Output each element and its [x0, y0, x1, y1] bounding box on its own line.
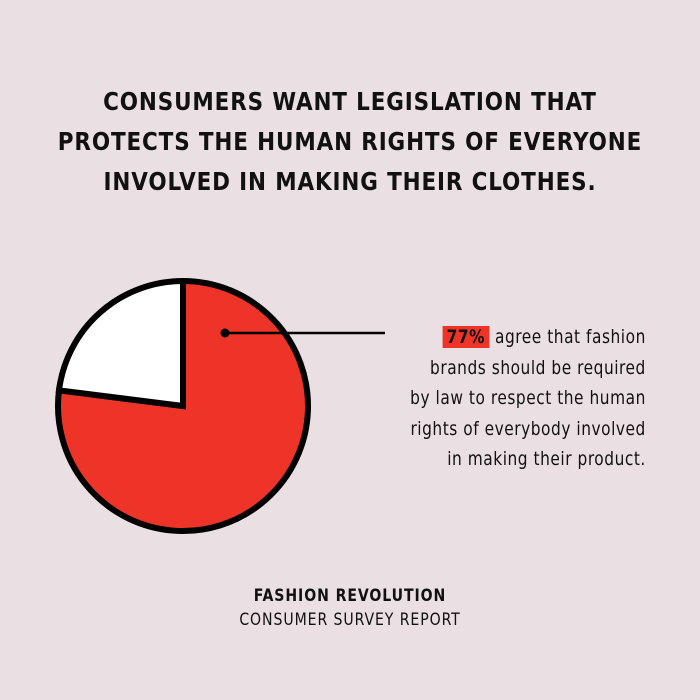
- callout-text: 77% agree that fashion brands should be r…: [410, 322, 646, 475]
- callout-line: by law to respect the human: [410, 387, 646, 409]
- pie-slice-other: [55, 277, 186, 410]
- callout-line: in making their product.: [447, 448, 646, 470]
- callout-dot: [220, 328, 230, 338]
- footer: FASHION REVOLUTION CONSUMER SURVEY REPOR…: [28, 584, 672, 632]
- callout-line: rights of everybody involved: [410, 417, 646, 440]
- headline-line: PROTECTS THE HUMAN RIGHTS OF EVERYONE: [57, 127, 643, 156]
- headline-line: INVOLVED IN MAKING THEIR CLOTHES.: [103, 167, 597, 196]
- callout-line: agree that fashion: [495, 326, 646, 348]
- footer-report: CONSUMER SURVEY REPORT: [239, 610, 461, 630]
- callout-line: brands should be required: [430, 356, 646, 379]
- percent-highlight: 77%: [442, 326, 490, 348]
- headline-line: CONSUMERS WANT LEGISLATION THAT: [103, 87, 597, 116]
- footer-org: FASHION REVOLUTION: [253, 586, 447, 606]
- headline: CONSUMERS WANT LEGISLATION THAT PROTECTS…: [49, 82, 651, 202]
